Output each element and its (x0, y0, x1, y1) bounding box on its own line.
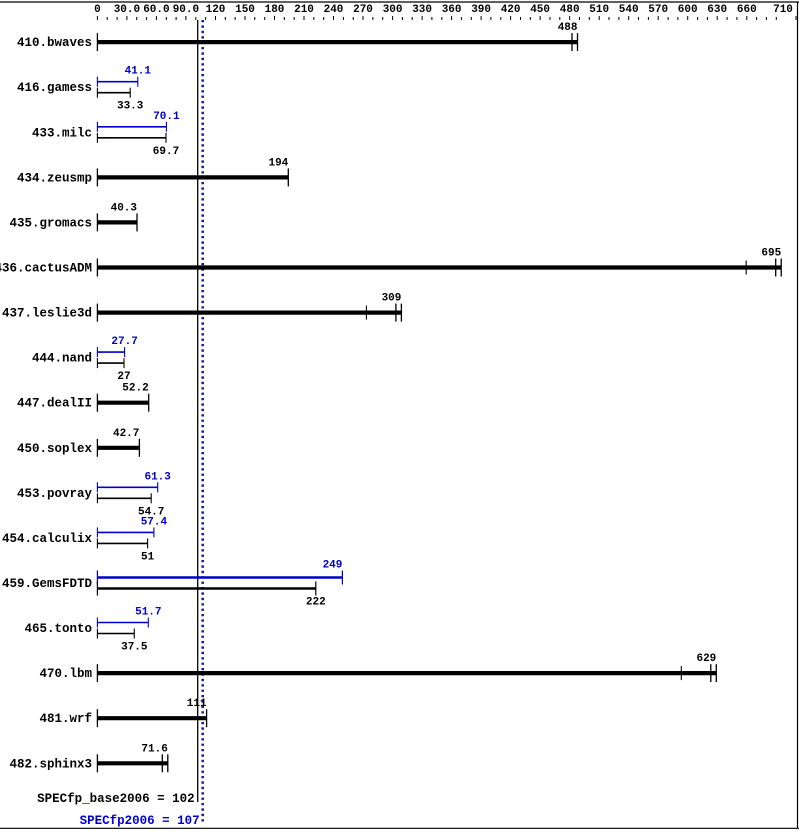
svg-text:52.2: 52.2 (122, 383, 148, 395)
svg-text:450.soplex: 450.soplex (17, 442, 93, 456)
svg-text:37.5: 37.5 (121, 642, 148, 654)
svg-text:SPECfp2006 = 107: SPECfp2006 = 107 (80, 814, 200, 828)
svg-text:222: 222 (306, 597, 326, 609)
svg-text:249: 249 (323, 560, 343, 572)
svg-text:180: 180 (265, 4, 285, 16)
svg-text:111: 111 (187, 698, 207, 710)
svg-text:482.sphinx3: 482.sphinx3 (9, 757, 92, 771)
svg-text:435.gromacs: 435.gromacs (9, 216, 92, 230)
svg-text:600: 600 (678, 4, 698, 16)
svg-text:416.gamess: 416.gamess (17, 81, 92, 95)
svg-text:360: 360 (442, 4, 462, 16)
svg-text:480: 480 (560, 4, 580, 16)
svg-text:488: 488 (558, 22, 578, 34)
svg-text:454.calculix: 454.calculix (2, 532, 93, 546)
svg-text:33.3: 33.3 (117, 101, 144, 113)
svg-text:51.7: 51.7 (135, 607, 161, 619)
svg-text:70.1: 70.1 (153, 111, 180, 123)
svg-text:51: 51 (141, 551, 155, 563)
svg-text:710: 710 (773, 4, 793, 16)
svg-text:434.zeusmp: 434.zeusmp (17, 171, 92, 185)
svg-text:210: 210 (294, 4, 314, 16)
svg-text:71.6: 71.6 (141, 743, 167, 755)
svg-text:630: 630 (707, 4, 727, 16)
svg-text:60.0: 60.0 (143, 4, 169, 16)
svg-text:40.3: 40.3 (111, 202, 138, 214)
svg-text:27: 27 (117, 371, 130, 383)
svg-text:27.7: 27.7 (111, 336, 137, 348)
svg-text:30.0: 30.0 (114, 4, 140, 16)
svg-text:240: 240 (324, 4, 344, 16)
svg-text:540: 540 (619, 4, 639, 16)
svg-text:194: 194 (268, 157, 288, 169)
svg-text:570: 570 (648, 4, 668, 16)
svg-text:309: 309 (382, 293, 402, 305)
svg-text:42.7: 42.7 (113, 428, 139, 440)
svg-text:437.leslie3d: 437.leslie3d (2, 307, 92, 321)
svg-text:69.7: 69.7 (153, 146, 179, 158)
svg-text:470.lbm: 470.lbm (39, 667, 92, 681)
svg-text:450: 450 (530, 4, 550, 16)
svg-text:481.wrf: 481.wrf (39, 712, 92, 726)
svg-text:420: 420 (501, 4, 521, 16)
svg-text:433.milc: 433.milc (32, 126, 92, 140)
svg-text:57.4: 57.4 (141, 516, 168, 528)
svg-text:0: 0 (94, 4, 101, 16)
svg-text:447.dealII: 447.dealII (17, 397, 92, 411)
svg-text:150: 150 (235, 4, 255, 16)
svg-text:436.cactusADM: 436.cactusADM (0, 262, 92, 276)
svg-text:410.bwaves: 410.bwaves (17, 36, 92, 50)
svg-text:270: 270 (353, 4, 373, 16)
svg-text:444.nand: 444.nand (32, 352, 92, 366)
svg-text:660: 660 (737, 4, 757, 16)
svg-text:41.1: 41.1 (125, 66, 152, 78)
svg-text:300: 300 (383, 4, 403, 16)
svg-text:120: 120 (206, 4, 226, 16)
svg-text:453.povray: 453.povray (17, 487, 93, 501)
svg-text:90.0: 90.0 (173, 4, 199, 16)
svg-text:465.tonto: 465.tonto (24, 622, 92, 636)
svg-text:459.GemsFDTD: 459.GemsFDTD (2, 577, 93, 591)
svg-text:61.3: 61.3 (144, 471, 171, 483)
svg-text:390: 390 (471, 4, 491, 16)
svg-text:695: 695 (761, 248, 781, 260)
svg-text:330: 330 (412, 4, 432, 16)
svg-text:629: 629 (696, 653, 716, 665)
svg-text:SPECfp_base2006 = 102: SPECfp_base2006 = 102 (37, 792, 195, 806)
svg-text:510: 510 (589, 4, 609, 16)
